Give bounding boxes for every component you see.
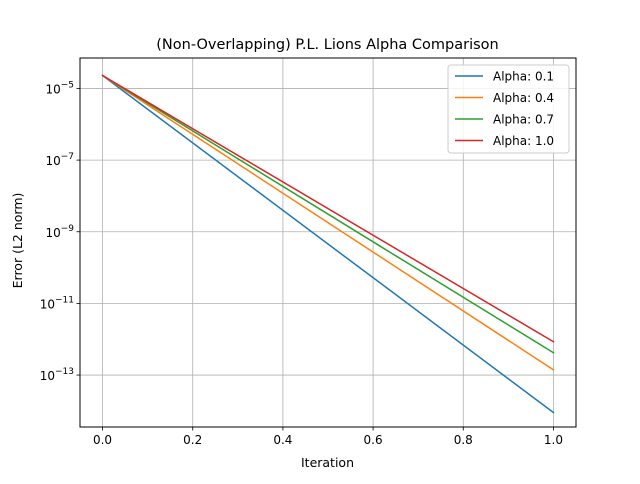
x-tick-label: 0.6 bbox=[364, 433, 383, 447]
legend-box bbox=[447, 64, 570, 154]
legend-label: Alpha: 0.7 bbox=[493, 113, 554, 127]
y-tick-base: 10 bbox=[45, 226, 60, 240]
legend: Alpha: 0.1 Alpha: 0.4 Alpha: 0.7 Alpha: 1.0 bbox=[447, 64, 570, 154]
x-tick-label: 1.0 bbox=[544, 433, 563, 447]
y-axis-label: Error (L2 norm) bbox=[10, 193, 25, 289]
series-line bbox=[101, 74, 555, 343]
chart-title: (Non-Overlapping) P.L. Lions Alpha Compa… bbox=[156, 37, 498, 53]
legend-label: Alpha: 0.1 bbox=[493, 70, 554, 84]
y-tick-label: −510 bbox=[45, 80, 74, 96]
y-tick-base: 10 bbox=[45, 154, 60, 168]
y-tick-exponent: −7 bbox=[61, 152, 74, 162]
y-tick-label: −710 bbox=[45, 152, 74, 168]
x-axis-label: Iteration bbox=[301, 455, 354, 470]
grid-layer bbox=[80, 58, 576, 427]
y-tick-label: −910 bbox=[45, 224, 74, 240]
x-tick-label: 0.8 bbox=[454, 433, 473, 447]
legend-label: Alpha: 0.4 bbox=[493, 91, 554, 105]
x-tick-label: 0.2 bbox=[183, 433, 202, 447]
y-tick-exponent: −9 bbox=[61, 224, 75, 234]
y-tick-base: 10 bbox=[40, 369, 55, 383]
plot-frame bbox=[79, 57, 577, 428]
y-tick-exponent: −5 bbox=[61, 80, 74, 90]
y-tick-exponent: −11 bbox=[55, 295, 74, 305]
series-line bbox=[101, 74, 555, 371]
series-layer bbox=[101, 74, 555, 414]
y-tick-base: 10 bbox=[40, 297, 55, 311]
y-tick-exponent: −13 bbox=[55, 367, 74, 377]
series-line bbox=[101, 74, 555, 354]
legend-label: Alpha: 1.0 bbox=[493, 134, 554, 148]
y-tick-base: 10 bbox=[45, 82, 60, 96]
x-tick-label: 0.4 bbox=[273, 433, 292, 447]
x-tick-label: 0.0 bbox=[93, 433, 112, 447]
series-line bbox=[101, 74, 555, 414]
